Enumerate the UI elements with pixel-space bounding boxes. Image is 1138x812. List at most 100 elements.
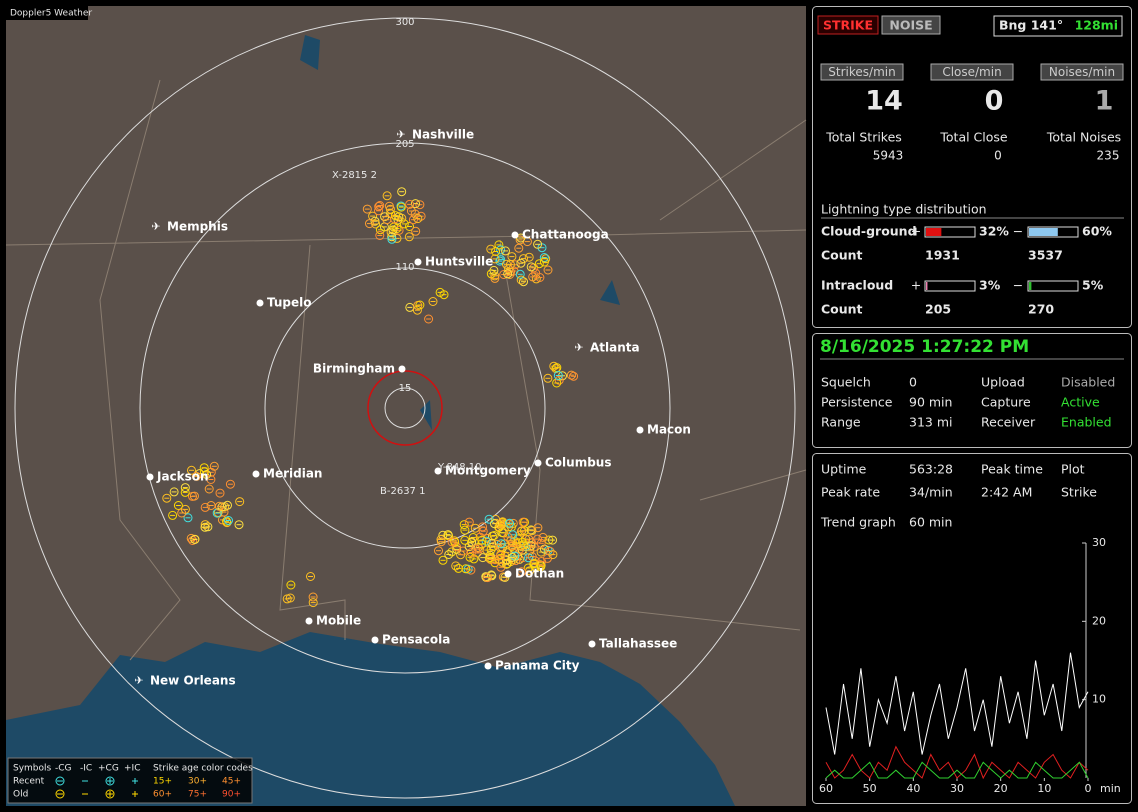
strike-symbol [516, 258, 526, 268]
count: 270 [1028, 302, 1054, 317]
strike-symbol [375, 201, 385, 210]
strike-symbol [410, 209, 420, 219]
range-label: 15 [399, 383, 412, 394]
city-label: Dothan [515, 567, 564, 581]
strike-symbol [531, 268, 541, 278]
strike-symbol [306, 572, 315, 581]
sign: + [911, 278, 921, 293]
rate-value: 0 [985, 86, 1004, 117]
count-label: Count [821, 302, 863, 317]
mode-button-label[interactable]: STRIKE [823, 18, 873, 33]
strike-symbol [435, 287, 445, 297]
strike-symbol [569, 371, 579, 381]
status-label: Upload [981, 375, 1025, 390]
map-title: Doppler5 Weather [10, 9, 92, 19]
strike-symbol [190, 535, 200, 544]
strikes [162, 187, 579, 608]
status-label: Squelch [821, 375, 871, 390]
strike-symbol [489, 265, 499, 275]
strike-symbol [527, 526, 537, 536]
city-label: Mobile [316, 614, 361, 628]
strike-symbol [477, 535, 487, 545]
total-label: Total Noises [1046, 130, 1121, 145]
strike-symbol [392, 233, 402, 243]
city-label: Nashville [412, 128, 474, 142]
strike-symbol [490, 519, 499, 529]
strike-symbol [180, 487, 190, 497]
legend-label: Strike age color codes [153, 764, 253, 774]
strike-symbol [501, 246, 510, 256]
status-value: Active [1061, 395, 1100, 410]
strike-symbol [464, 542, 474, 552]
bar [926, 282, 928, 290]
strike-symbol [517, 526, 527, 536]
strike-symbol [397, 213, 407, 223]
strike-symbol [187, 465, 196, 475]
strike-symbol [183, 513, 193, 523]
airport-icon: ✈ [574, 341, 583, 354]
total-label: Total Strikes [825, 130, 902, 145]
strike-symbol [282, 594, 292, 604]
legend-label: Symbols [13, 764, 52, 774]
stat-value: 2:42 AM [981, 485, 1032, 500]
close-ring [367, 370, 443, 446]
legend-symbol-type: +CG [98, 764, 119, 774]
stat-value: 563:28 [909, 462, 953, 477]
range-ring [139, 142, 671, 674]
strike-symbol [202, 470, 212, 479]
strike-symbol [415, 300, 425, 310]
strike-symbol [464, 517, 474, 527]
strike-symbol [495, 520, 505, 530]
city-label: Memphis [167, 220, 228, 234]
total-value: 5943 [873, 149, 904, 163]
strike-symbol [518, 517, 528, 527]
strike-symbol [234, 520, 244, 530]
legend: Symbols -CG -IC +CG +IC Strike age color… [7, 757, 253, 804]
legend-row-label: Recent [13, 777, 45, 787]
strike-symbol [507, 252, 517, 262]
strike-symbol [548, 535, 557, 545]
legend-box [7, 757, 253, 804]
stat-value: Strike [1061, 485, 1097, 500]
trend-chart: 10 20 30 60 50 40 30 20 10 0 min [819, 536, 1121, 795]
status-label: Persistence [821, 395, 893, 410]
city-label: New Orleans [150, 674, 236, 688]
city-dot [256, 299, 264, 307]
city-label: Birmingham [313, 362, 395, 376]
mode-button-label[interactable]: NOISE [889, 18, 932, 33]
mode-button[interactable] [817, 15, 879, 35]
x-unit: min [1100, 782, 1121, 795]
bar-track [1027, 280, 1079, 292]
total-label: Total Close [939, 130, 1008, 145]
strike-symbol [169, 487, 179, 497]
rate-header [820, 63, 904, 81]
strike-symbol [424, 314, 434, 324]
strike-symbol [533, 239, 543, 249]
strike-symbol [486, 555, 496, 564]
strike-symbol [516, 275, 526, 285]
city-dot [484, 662, 492, 670]
stat-label: Uptime [821, 462, 867, 477]
rate-header-label: Close/min [942, 65, 1001, 79]
y-tick-label: 10 [1092, 693, 1106, 706]
legend-symbols [55, 776, 138, 799]
mode-button[interactable] [881, 15, 941, 35]
panel [812, 6, 1132, 328]
distribution: Cloud-ground+ 32% −60%Count 1931 3537Intracl… [821, 224, 1112, 317]
strike-symbol [215, 488, 225, 498]
strike-symbol [177, 508, 187, 518]
strike-symbol [411, 199, 420, 209]
strike-symbol [505, 518, 515, 528]
storm-label: B-2637 1 [380, 486, 425, 497]
count: 3537 [1028, 248, 1063, 263]
strike-symbol [470, 523, 480, 533]
strike-symbol [447, 537, 457, 547]
strike-symbol [543, 265, 553, 275]
stat-value: 34/min [909, 485, 953, 500]
legend-age: 45+ [222, 777, 241, 787]
city-label: Panama City [495, 659, 580, 673]
percent: 3% [979, 278, 1001, 293]
strike-symbol [529, 542, 539, 552]
city-dot [414, 258, 422, 266]
strike-symbol [489, 531, 499, 540]
